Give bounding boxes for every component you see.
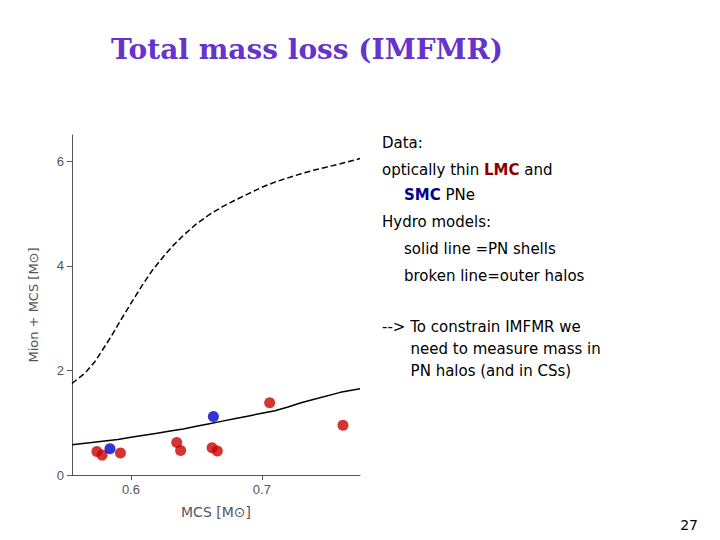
svg-text:4: 4 bbox=[57, 258, 64, 273]
svg-text:PN halos (and in CSs): PN halos (and in CSs) bbox=[382, 362, 571, 380]
svg-text:need to measure mass in: need to measure mass in bbox=[382, 340, 601, 358]
svg-text:PNe: PNe bbox=[441, 186, 475, 204]
svg-text:Data:: Data: bbox=[382, 134, 423, 152]
svg-text:0.6: 0.6 bbox=[122, 482, 140, 497]
svg-text:--> To constrain IMFMR we: --> To constrain IMFMR we bbox=[382, 318, 581, 336]
svg-text:0.7: 0.7 bbox=[253, 482, 271, 497]
svg-text:LMC: LMC bbox=[484, 161, 520, 179]
svg-text:Mion + MCS [M⊙]: Mion + MCS [M⊙] bbox=[26, 247, 41, 362]
svg-text:27: 27 bbox=[680, 517, 698, 533]
svg-text:solid line =PN shells: solid line =PN shells bbox=[404, 240, 556, 258]
svg-text:optically thin: optically thin bbox=[382, 161, 484, 179]
svg-text:Hydro models:: Hydro models: bbox=[382, 213, 491, 231]
svg-text:and: and bbox=[519, 161, 552, 179]
svg-text:SMC: SMC bbox=[404, 186, 441, 204]
svg-text:0: 0 bbox=[57, 468, 64, 483]
svg-text:broken line=outer halos: broken line=outer halos bbox=[404, 267, 585, 285]
svg-text:2: 2 bbox=[57, 363, 64, 378]
svg-text:Total mass loss (IMFMR): Total mass loss (IMFMR) bbox=[111, 33, 503, 66]
svg-text:6: 6 bbox=[57, 154, 64, 169]
svg-text:MCS [M⊙]: MCS [M⊙] bbox=[181, 504, 251, 520]
